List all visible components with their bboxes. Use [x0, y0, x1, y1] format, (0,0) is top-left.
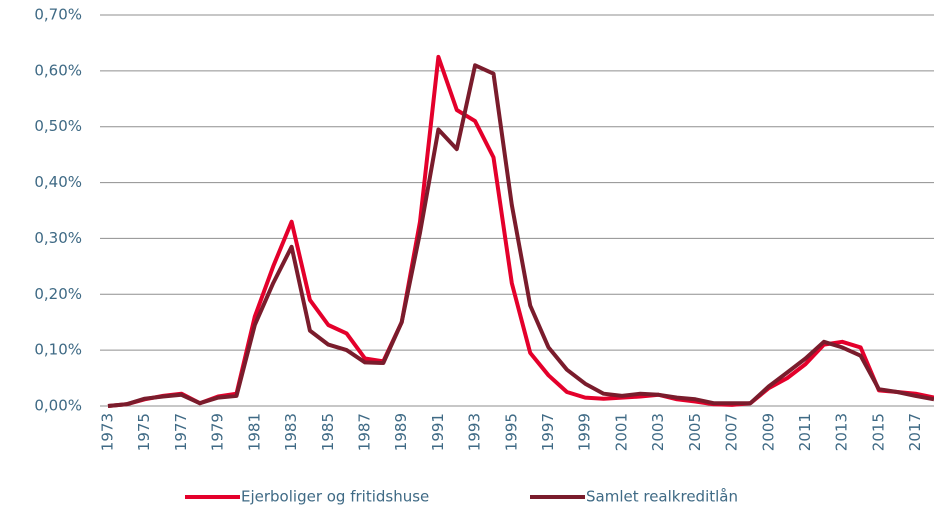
x-tick-label: 1989: [392, 413, 410, 451]
x-tick-label: 2001: [612, 413, 630, 451]
x-tick-label: 1973: [99, 413, 117, 451]
x-tick-label: 1991: [429, 413, 447, 451]
x-tick-label: 1981: [245, 413, 263, 451]
legend-label: Ejerboliger og fritidshuse: [241, 488, 429, 506]
x-tick-label: 2011: [796, 413, 814, 451]
x-tick-label: 2015: [869, 413, 887, 451]
y-tick-label: 0,40%: [34, 173, 82, 191]
y-tick-label: 0,00%: [34, 397, 82, 415]
x-tick-label: 2005: [686, 413, 704, 451]
x-tick-label: 1999: [576, 413, 594, 451]
x-tick-label: 1983: [282, 413, 300, 451]
x-tick-label: 1977: [172, 413, 190, 451]
y-tick-label: 0,50%: [34, 117, 82, 135]
y-tick-label: 0,10%: [34, 341, 82, 359]
x-tick-label: 1997: [539, 413, 557, 451]
y-tick-label: 0,60%: [34, 61, 82, 79]
x-tick-label: 1995: [502, 413, 520, 451]
data-line: [107, 63, 934, 408]
x-tick-label: 1987: [355, 413, 373, 451]
y-tick-label: 0,30%: [34, 229, 82, 247]
y-tick-label: 0,20%: [34, 285, 82, 303]
x-tick-label: 1975: [135, 413, 153, 451]
x-tick-label: 2007: [723, 413, 741, 451]
x-tick-label: 2009: [759, 413, 777, 451]
x-tick-label: 2003: [649, 413, 667, 451]
y-tick-label: 0,70%: [34, 6, 82, 24]
x-tick-label: 1993: [466, 413, 484, 451]
x-tick-label: 1979: [209, 413, 227, 451]
x-tick-label: 2013: [833, 413, 851, 451]
legend-label: Samlet realkreditlån: [586, 488, 738, 506]
x-tick-label: 1985: [319, 413, 337, 451]
x-tick-label: 2017: [906, 413, 924, 451]
